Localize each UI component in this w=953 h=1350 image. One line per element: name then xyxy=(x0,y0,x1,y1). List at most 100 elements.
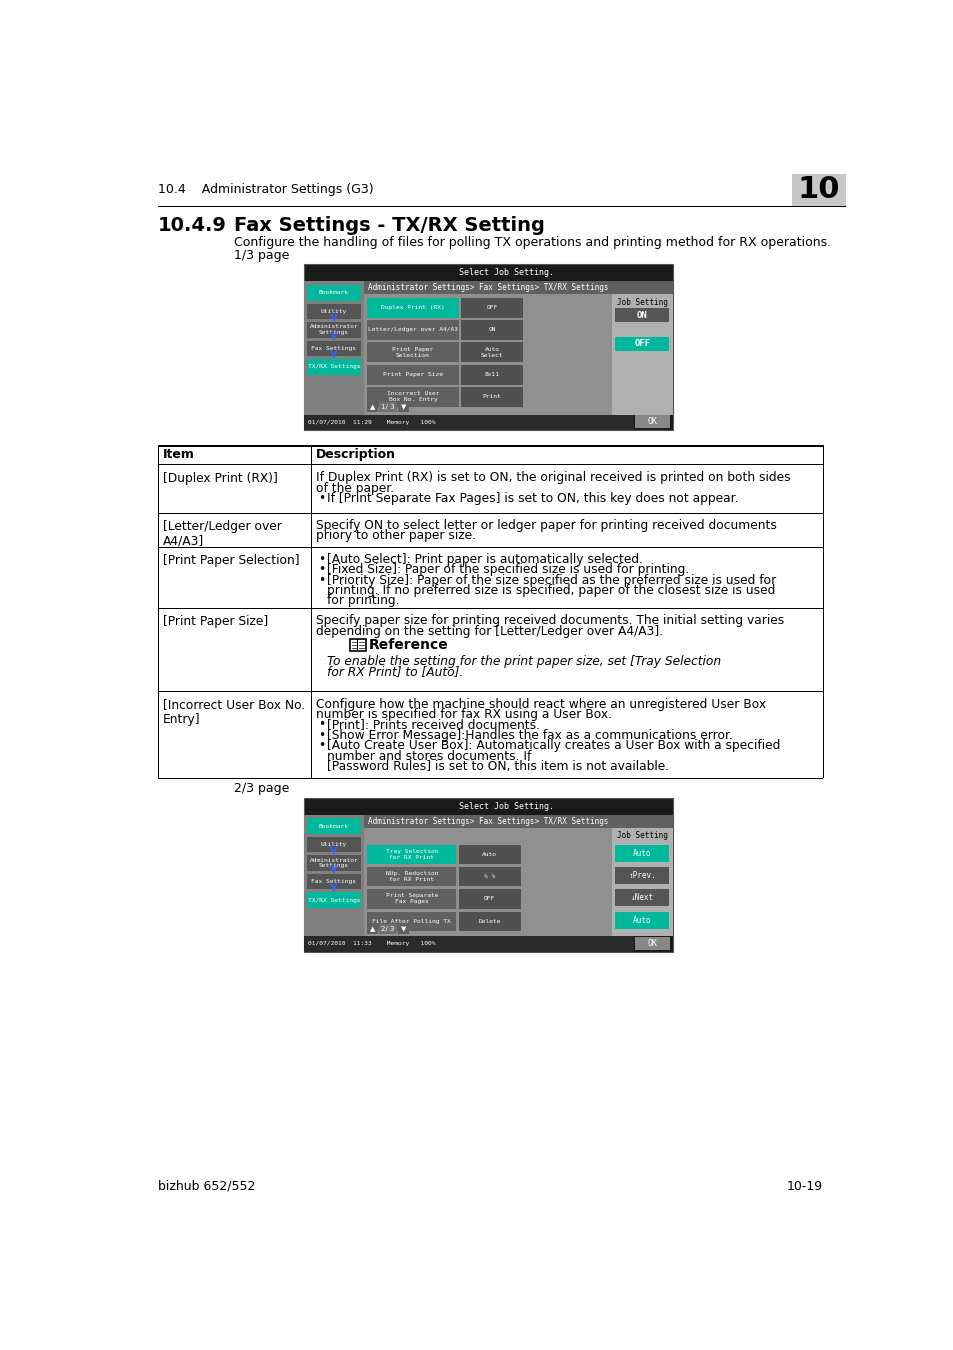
Text: ON: ON xyxy=(488,327,496,332)
Text: number and stores documents. If: number and stores documents. If xyxy=(327,749,531,763)
Bar xyxy=(615,911,669,929)
Text: NUp. Reduction
for RX Print: NUp. Reduction for RX Print xyxy=(385,871,437,882)
Bar xyxy=(615,867,669,884)
Bar xyxy=(367,923,377,934)
Text: Delete: Delete xyxy=(478,919,500,923)
Text: ↓Next: ↓Next xyxy=(630,894,653,902)
Bar xyxy=(367,911,456,932)
Bar xyxy=(367,890,456,909)
Text: Select Job Setting.: Select Job Setting. xyxy=(458,802,553,810)
Bar xyxy=(307,304,360,319)
Bar xyxy=(458,867,520,886)
Bar xyxy=(378,923,397,934)
Bar xyxy=(460,364,522,385)
Text: If [Print Separate Fax Pages] is set to ON, this key does not appear.: If [Print Separate Fax Pages] is set to … xyxy=(327,491,738,505)
Bar xyxy=(397,402,409,412)
Text: •: • xyxy=(317,574,325,586)
Text: Utility: Utility xyxy=(320,842,347,846)
Text: [Print]: Prints received documents.: [Print]: Prints received documents. xyxy=(327,718,539,732)
Bar xyxy=(307,856,360,871)
Bar xyxy=(364,814,672,828)
Bar xyxy=(303,937,633,952)
Text: Print Paper
Selection: Print Paper Selection xyxy=(392,347,434,358)
Text: Auto: Auto xyxy=(633,915,651,925)
Text: •: • xyxy=(317,738,325,752)
Bar xyxy=(791,174,845,207)
Bar xyxy=(378,402,397,412)
Text: for printing.: for printing. xyxy=(327,594,399,608)
Text: [Incorrect User Box No.
Entry]: [Incorrect User Box No. Entry] xyxy=(162,698,305,726)
Text: If Duplex Print (RX) is set to ON, the original received is printed on both side: If Duplex Print (RX) is set to ON, the o… xyxy=(315,471,790,485)
Text: OFF: OFF xyxy=(483,896,495,902)
Text: printing. If no preferred size is specified, paper of the closest size is used: printing. If no preferred size is specif… xyxy=(327,585,775,597)
Text: 1/3 page: 1/3 page xyxy=(233,250,289,262)
Bar xyxy=(307,818,360,834)
Text: [Show Error Message]:Handles the fax as a communications error.: [Show Error Message]:Handles the fax as … xyxy=(327,729,732,741)
Bar xyxy=(458,890,520,909)
Text: Job Setting: Job Setting xyxy=(617,297,667,306)
Text: Utility: Utility xyxy=(320,309,347,315)
Text: Description: Description xyxy=(315,448,395,462)
Text: 8x11: 8x11 xyxy=(484,373,499,377)
Bar xyxy=(615,890,669,906)
Bar xyxy=(307,837,360,852)
Text: 10-19: 10-19 xyxy=(786,1180,822,1192)
Bar xyxy=(615,308,669,323)
Text: Tray Selection
for RX Print: Tray Selection for RX Print xyxy=(385,849,437,860)
Text: [Password Rules] is set to ON, this item is not available.: [Password Rules] is set to ON, this item… xyxy=(327,760,668,774)
Bar xyxy=(458,845,520,864)
Text: [Auto Create User Box]: Automatically creates a User Box with a specified: [Auto Create User Box]: Automatically cr… xyxy=(327,738,780,752)
Bar xyxy=(397,923,409,934)
Text: OFF: OFF xyxy=(486,305,497,310)
Text: Print: Print xyxy=(482,394,501,400)
Text: ▼: ▼ xyxy=(400,404,406,410)
Bar xyxy=(303,798,672,952)
Text: Administrator
Settings: Administrator Settings xyxy=(309,324,358,335)
Text: 2/ 3: 2/ 3 xyxy=(381,926,395,931)
Text: Fax Settings - TX/RX Setting: Fax Settings - TX/RX Setting xyxy=(233,216,544,235)
Text: TX/RX Settings: TX/RX Settings xyxy=(308,364,360,370)
Text: priory to other paper size.: priory to other paper size. xyxy=(315,529,476,543)
Text: ▼: ▼ xyxy=(400,926,406,931)
Text: Auto: Auto xyxy=(633,849,651,857)
Bar xyxy=(615,845,669,861)
Bar xyxy=(367,845,456,864)
Text: [Print Paper Selection]: [Print Paper Selection] xyxy=(162,554,299,567)
Text: [Fixed Size]: Paper of the specified size is used for printing.: [Fixed Size]: Paper of the specified siz… xyxy=(327,563,688,576)
Text: Administrator Settings> Fax Settings> TX/RX Settings: Administrator Settings> Fax Settings> TX… xyxy=(368,284,608,293)
Bar xyxy=(635,937,669,950)
Text: Fax Settings: Fax Settings xyxy=(311,346,356,351)
Text: Administrator
Settings: Administrator Settings xyxy=(309,857,358,868)
Text: TX/RX Settings: TX/RX Settings xyxy=(308,898,360,903)
Bar xyxy=(303,281,364,414)
Text: •: • xyxy=(317,729,325,741)
Bar xyxy=(460,342,522,362)
Text: To enable the setting for the print paper size, set [Tray Selection: To enable the setting for the print pape… xyxy=(327,655,720,668)
Bar xyxy=(356,640,358,651)
Text: OK: OK xyxy=(647,417,657,427)
Bar xyxy=(303,265,672,429)
Bar xyxy=(612,828,672,937)
Text: OFF: OFF xyxy=(634,339,650,348)
Bar xyxy=(364,281,672,294)
Bar xyxy=(307,359,360,374)
Bar xyxy=(460,387,522,406)
Text: depending on the setting for [Letter/Ledger over A4/A3].: depending on the setting for [Letter/Led… xyxy=(315,625,662,637)
Text: 01/07/2010  11:33    Memory   100%: 01/07/2010 11:33 Memory 100% xyxy=(307,941,435,946)
Text: •: • xyxy=(317,563,325,576)
Text: Job Setting: Job Setting xyxy=(617,830,667,840)
Text: •: • xyxy=(317,491,325,505)
Text: 2/3 page: 2/3 page xyxy=(233,782,289,795)
Bar xyxy=(458,911,520,932)
Bar xyxy=(307,285,360,301)
Text: 1/ 3: 1/ 3 xyxy=(381,404,395,410)
Text: Select Job Setting.: Select Job Setting. xyxy=(458,269,553,277)
Text: ↑Prev.: ↑Prev. xyxy=(628,871,656,880)
Text: number is specified for fax RX using a User Box.: number is specified for fax RX using a U… xyxy=(315,707,612,721)
Text: 10.4    Administrator Settings (G3): 10.4 Administrator Settings (G3) xyxy=(158,184,374,196)
Bar xyxy=(367,342,458,362)
Text: Specify paper size for printing received documents. The initial setting varies: Specify paper size for printing received… xyxy=(315,614,783,628)
Text: ▲: ▲ xyxy=(370,404,375,410)
Bar xyxy=(367,297,458,317)
Text: bizhub 652/552: bizhub 652/552 xyxy=(158,1180,255,1192)
